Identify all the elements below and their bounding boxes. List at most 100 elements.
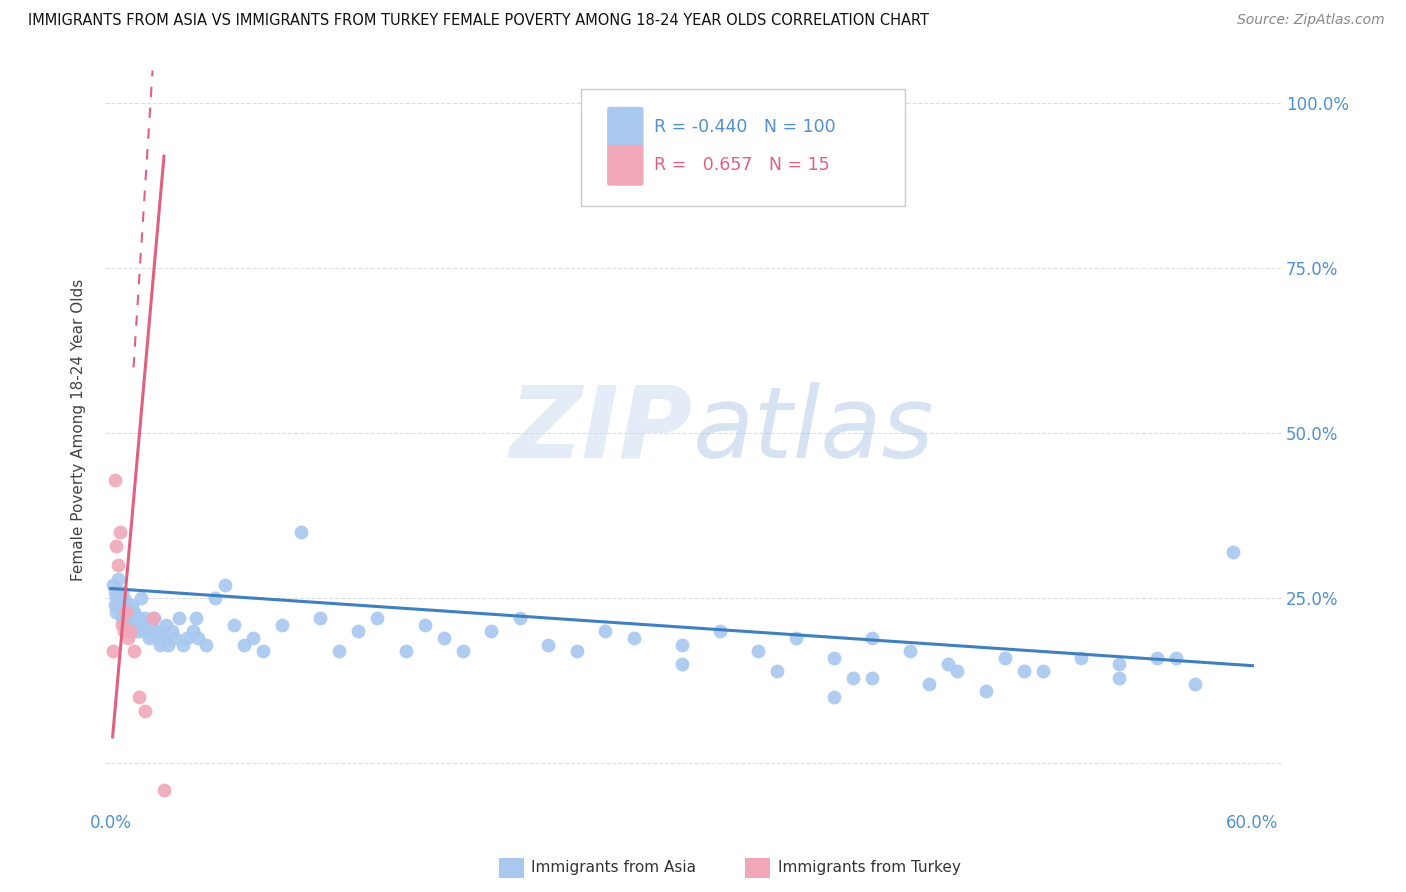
Point	[128, 611, 150, 625]
Point	[150, 624, 173, 639]
Point	[122, 617, 145, 632]
Point	[103, 584, 125, 599]
Point	[112, 605, 135, 619]
Point	[204, 591, 226, 606]
Point	[413, 617, 436, 632]
Text: R = -0.440   N = 100: R = -0.440 N = 100	[654, 119, 835, 136]
Point	[134, 704, 156, 718]
Point	[112, 591, 135, 606]
Point	[252, 644, 274, 658]
Point	[143, 611, 166, 625]
Point	[111, 584, 134, 599]
Point	[117, 631, 139, 645]
Point	[565, 644, 588, 658]
Point	[127, 617, 149, 632]
Point	[1184, 677, 1206, 691]
Point	[139, 617, 162, 632]
Text: atlas: atlas	[693, 382, 935, 479]
Point	[395, 644, 418, 658]
Point	[138, 631, 160, 645]
Point	[194, 638, 217, 652]
Point	[176, 631, 198, 645]
Point	[537, 638, 560, 652]
Point	[111, 611, 134, 625]
Point	[623, 631, 645, 645]
Point	[509, 611, 531, 625]
Point	[135, 617, 157, 632]
Point	[107, 572, 129, 586]
Point	[290, 525, 312, 540]
Point	[118, 624, 141, 639]
Point	[115, 605, 138, 619]
Point	[101, 644, 124, 658]
Point	[105, 605, 128, 619]
Point	[242, 631, 264, 645]
Point	[823, 690, 845, 705]
Point	[121, 598, 143, 612]
Point	[936, 657, 959, 672]
Point	[105, 539, 128, 553]
Y-axis label: Female Poverty Among 18-24 Year Olds: Female Poverty Among 18-24 Year Olds	[72, 279, 86, 582]
Point	[124, 624, 146, 639]
Point	[108, 591, 131, 606]
FancyBboxPatch shape	[607, 145, 644, 186]
Point	[167, 611, 190, 625]
Point	[366, 611, 388, 625]
Point	[134, 611, 156, 625]
Text: Source: ZipAtlas.com: Source: ZipAtlas.com	[1237, 13, 1385, 28]
Point	[149, 638, 172, 652]
Text: ZIP: ZIP	[510, 382, 693, 479]
Point	[1108, 671, 1130, 685]
Text: IMMIGRANTS FROM ASIA VS IMMIGRANTS FROM TURKEY FEMALE POVERTY AMONG 18-24 YEAR O: IMMIGRANTS FROM ASIA VS IMMIGRANTS FROM …	[28, 13, 929, 29]
Point	[785, 631, 807, 645]
Text: R =   0.657   N = 15: R = 0.657 N = 15	[654, 156, 830, 174]
Point	[1222, 545, 1244, 559]
Text: Immigrants from Asia: Immigrants from Asia	[531, 861, 696, 875]
Point	[142, 624, 165, 639]
Point	[186, 611, 208, 625]
Point	[121, 611, 143, 625]
Point	[107, 584, 129, 599]
Point	[328, 644, 350, 658]
Point	[860, 631, 883, 645]
Point	[107, 558, 129, 573]
Point	[1166, 650, 1188, 665]
Point	[347, 624, 370, 639]
Point	[122, 644, 145, 658]
Point	[860, 671, 883, 685]
Point	[118, 624, 141, 639]
Point	[155, 617, 177, 632]
Point	[918, 677, 941, 691]
Point	[160, 624, 183, 639]
Point	[898, 644, 921, 658]
Point	[1032, 664, 1054, 678]
Point	[974, 683, 997, 698]
Point	[108, 525, 131, 540]
Point	[232, 638, 254, 652]
Point	[148, 624, 170, 639]
Point	[224, 617, 246, 632]
Point	[309, 611, 332, 625]
Point	[946, 664, 969, 678]
Point	[115, 598, 138, 612]
Point	[747, 644, 769, 658]
Point	[134, 624, 156, 639]
Point	[595, 624, 617, 639]
Point	[112, 624, 135, 639]
Point	[128, 624, 150, 639]
Point	[1108, 657, 1130, 672]
Point	[108, 598, 131, 612]
Point	[145, 631, 167, 645]
Point	[153, 631, 176, 645]
Point	[433, 631, 456, 645]
Point	[129, 591, 152, 606]
Point	[172, 638, 194, 652]
Point	[451, 644, 474, 658]
Point	[142, 611, 165, 625]
Point	[103, 598, 125, 612]
Point	[709, 624, 731, 639]
Point	[101, 578, 124, 592]
Point	[671, 657, 693, 672]
Point	[124, 611, 146, 625]
Point	[994, 650, 1017, 665]
